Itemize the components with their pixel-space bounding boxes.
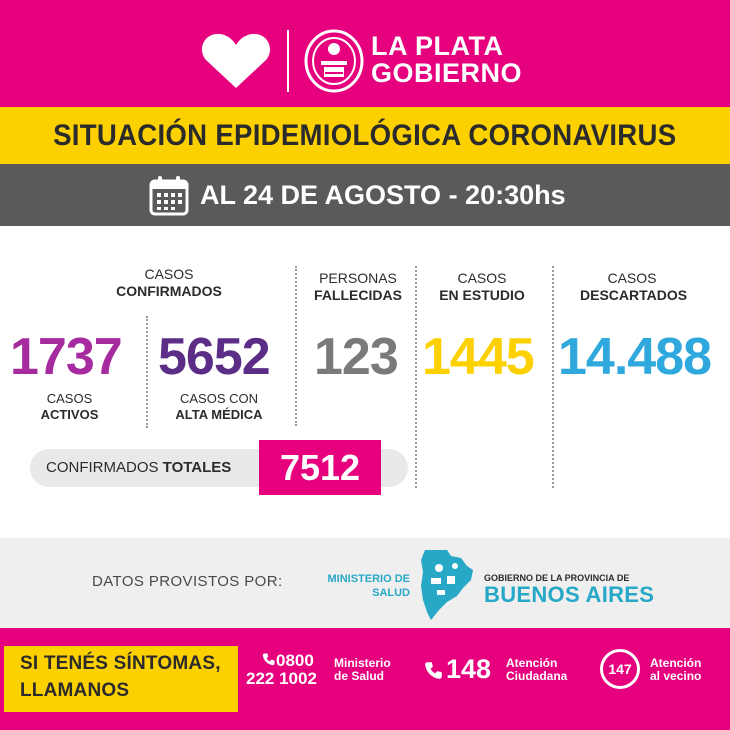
totals-label-plain: CONFIRMADOS — [46, 459, 163, 476]
calendar-icon — [149, 176, 189, 216]
totals-label: CONFIRMADOS TOTALES — [46, 459, 231, 476]
phone-148-icon — [425, 662, 442, 679]
divider-alta-fallecidas — [295, 266, 297, 426]
phone-0800-line-2[interactable]: 222 1002 — [246, 669, 317, 688]
provided-by-label: DATOS PROVISTOS POR: — [92, 573, 283, 590]
divider-activos-alta — [146, 316, 148, 428]
title-bar: SITUACIÓN EPIDEMIOLÓGICA CORONAVIRUS — [0, 107, 730, 164]
divider-estudio-descartados — [552, 266, 554, 488]
logo-divider — [287, 30, 289, 92]
phone-0800-desc: Ministerio de Salud — [334, 657, 391, 683]
sintomas-box — [4, 646, 238, 712]
brand-name: LA PLATA GOBIERNO — [371, 33, 522, 87]
phone-147-desc-2: al vecino — [650, 669, 702, 683]
phone-147-desc: Atención al vecino — [650, 657, 701, 683]
province-map-icon — [421, 550, 473, 620]
estudio-label-plain: CASOS — [457, 270, 507, 286]
divider-fallecidas-estudio — [415, 266, 417, 488]
phone-148-desc: Atención Ciudadana — [506, 657, 567, 683]
estudio-value: 1445 — [422, 328, 535, 386]
report-date: AL 24 DE AGOSTO - 20:30hs — [200, 180, 566, 210]
phone-147-badge[interactable]: 147 — [600, 649, 640, 689]
estudio-label: CASOS EN ESTUDIO — [430, 270, 534, 304]
fallecidas-label: PERSONAS FALLECIDAS — [306, 270, 410, 304]
city-seal-icon — [304, 29, 364, 93]
phone-147-desc-1: Atención — [650, 656, 702, 670]
fallecidas-label-bold: FALLECIDAS — [314, 287, 402, 303]
confirmados-label-bold: CONFIRMADOS — [116, 283, 222, 299]
date-bar — [0, 164, 730, 226]
phone-148-desc-1: Atención — [506, 656, 558, 670]
ministerio-line-2: SALUD — [372, 587, 410, 599]
phone-icon — [262, 653, 275, 666]
header-banner — [0, 0, 730, 107]
alta-label-plain: CASOS CON — [179, 391, 258, 406]
activos-label-bold: ACTIVOS — [40, 407, 99, 422]
providers-band — [0, 538, 730, 628]
alta-label-bold: ALTA MÉDICA — [175, 407, 263, 422]
descartados-value: 14.488 — [558, 328, 712, 386]
page-title: SITUACIÓN EPIDEMIOLÓGICA CORONAVIRUS — [53, 118, 677, 152]
totals-label-bold: TOTALES — [162, 459, 232, 476]
activos-value: 1737 — [10, 328, 123, 386]
brand-line-1: LA PLATA — [371, 31, 504, 61]
confirmados-label-plain: CASOS — [144, 266, 194, 282]
sintomas-line-2: LLAMANOS — [20, 680, 130, 701]
totals-value: 7512 — [279, 446, 361, 488]
fallecidas-label-plain: PERSONAS — [319, 270, 397, 286]
gob-prov-label: GOBIERNO DE LA PROVINCIA DE — [484, 573, 630, 583]
phone-148[interactable]: 148 — [446, 654, 492, 684]
activos-label: CASOS ACTIVOS — [22, 391, 117, 423]
descartados-label-plain: CASOS — [607, 270, 657, 286]
descartados-label-bold: DESCARTADOS — [580, 287, 688, 303]
totals-value-box: 7512 — [259, 440, 381, 495]
buenos-aires-label: BUENOS AIRES — [484, 582, 655, 607]
phone-148-desc-2: Ciudadana — [506, 669, 568, 683]
brand-line-2: GOBIERNO — [371, 58, 523, 88]
alta-label: CASOS CON ALTA MÉDICA — [164, 391, 274, 423]
estudio-label-bold: EN ESTUDIO — [439, 287, 525, 303]
heart-logo-icon — [201, 33, 271, 88]
activos-label-plain: CASOS — [46, 391, 93, 406]
phone-0800-line-1[interactable]: 0800 — [276, 651, 314, 670]
phone-147: 147 — [608, 661, 632, 677]
descartados-label: CASOS DESCARTADOS — [580, 270, 688, 304]
sintomas-line-1: SI TENÉS SÍNTOMAS, — [20, 653, 221, 674]
ministerio-line-1: MINISTERIO DE — [327, 573, 410, 585]
fallecidas-value: 123 — [314, 328, 399, 386]
phone-0800-desc-2: de Salud — [334, 669, 385, 683]
ministerio-salud: MINISTERIO DE SALUD — [318, 572, 410, 600]
confirmados-label: CASOS CONFIRMADOS — [94, 266, 244, 300]
phone-0800-desc-1: Ministerio — [334, 656, 391, 670]
alta-value: 5652 — [158, 328, 271, 386]
